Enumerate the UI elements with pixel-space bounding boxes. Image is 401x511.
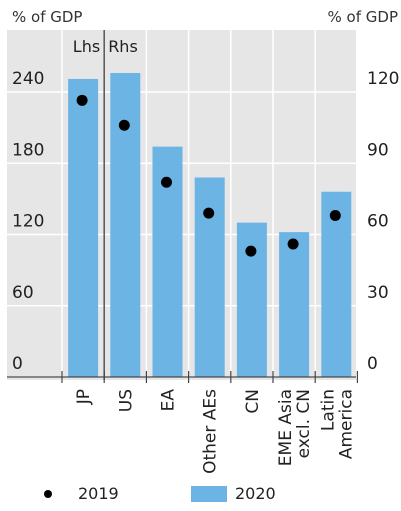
category-label: Latin — [318, 389, 338, 431]
category-label: EA — [159, 389, 179, 412]
left-tick-label: 120 — [12, 212, 44, 232]
dot-2019 — [161, 176, 172, 188]
legend-label-2020: 2020 — [235, 484, 276, 503]
left-tick-label: 60 — [12, 283, 34, 303]
legend-bar-swatch — [191, 485, 227, 502]
category-label: America — [336, 389, 356, 459]
left-tick-label: 0 — [12, 354, 23, 374]
bar-2020 — [110, 73, 141, 377]
dot-2019 — [76, 94, 88, 106]
category-label: JP — [74, 389, 94, 405]
legend-item-2020: 2020 — [191, 484, 276, 503]
panel-label-lhs: Lhs — [73, 37, 100, 56]
left-tick-label: 240 — [12, 69, 44, 89]
right-tick-label: 60 — [367, 212, 389, 232]
legend-item-2019: 2019 — [44, 484, 119, 503]
category-label: excl. CN — [294, 389, 314, 458]
bar-2020 — [279, 232, 310, 377]
left-axis-unit: % of GDP — [12, 8, 83, 26]
right-axis-unit: % of GDP — [327, 8, 398, 26]
category-label: Other AEs — [201, 389, 221, 474]
right-tick-label: 90 — [367, 140, 389, 160]
category-label: US — [116, 389, 136, 412]
legend-dot-marker — [44, 489, 52, 498]
legend-label-2019: 2019 — [78, 484, 119, 503]
dot-2019 — [329, 210, 341, 221]
bar-2020 — [194, 177, 225, 377]
right-tick-label: 0 — [367, 354, 378, 374]
bar-2020 — [321, 191, 352, 377]
category-label: EME Asia — [276, 389, 296, 466]
dot-2019 — [203, 207, 215, 219]
dot-2019 — [245, 245, 257, 257]
right-tick-label: 30 — [367, 283, 389, 303]
dot-2019 — [287, 238, 299, 250]
right-tick-label: 120 — [367, 69, 399, 89]
category-label: CN — [243, 389, 263, 414]
bar-2020 — [68, 78, 99, 377]
dot-2019 — [118, 119, 130, 131]
panel-label-rhs: Rhs — [108, 37, 138, 56]
left-tick-label: 180 — [12, 140, 44, 160]
